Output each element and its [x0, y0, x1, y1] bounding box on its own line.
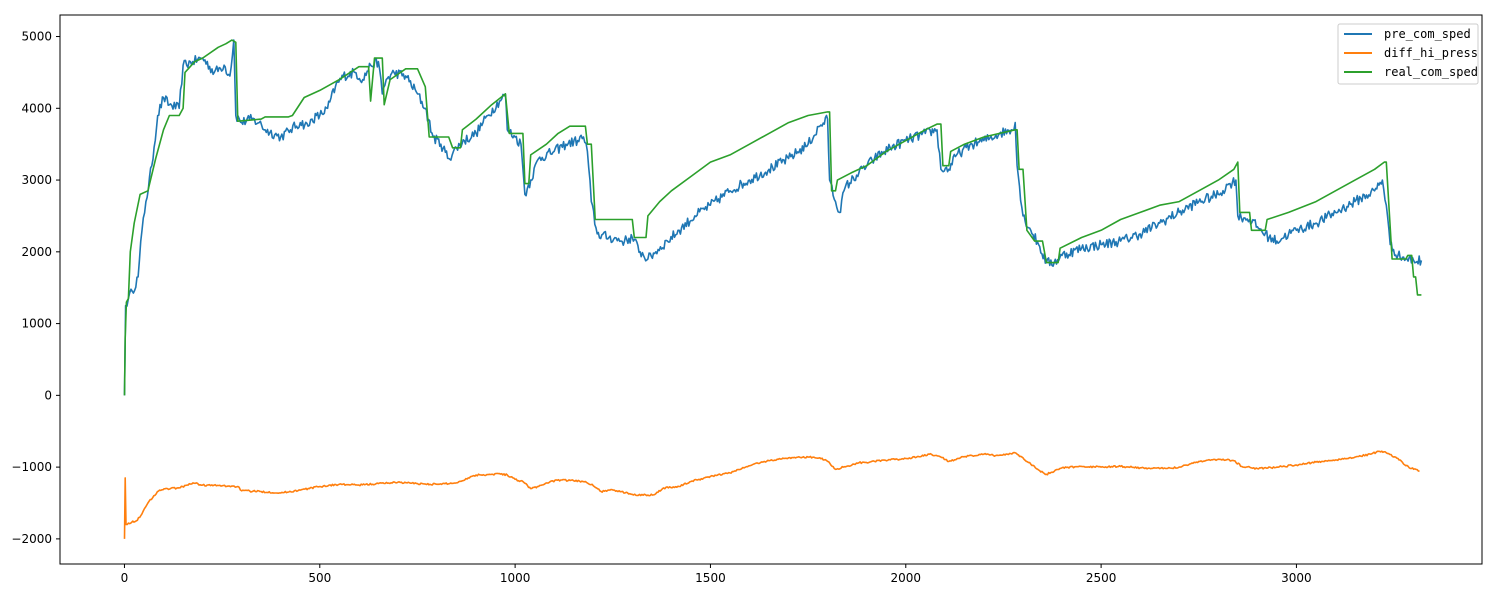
y-tick-label: −1000 [11, 460, 52, 474]
y-tick-label: 3000 [21, 173, 52, 187]
series-line-pre-com-sped [123, 39, 1423, 396]
legend-label-real-com-sped: real_com_sped [1384, 65, 1478, 79]
x-tick-label: 2500 [1086, 571, 1117, 585]
y-tick-label: −2000 [11, 532, 52, 546]
legend: pre_com_sped diff_hi_press real_com_sped [1337, 23, 1479, 85]
y-tick-label: 1000 [21, 317, 52, 331]
x-tick-label: 3000 [1281, 571, 1312, 585]
x-axis: 0 500 1000 1500 2000 2500 3000 [121, 564, 1312, 585]
y-tick-label: 5000 [21, 30, 52, 44]
y-axis: −2000 −1000 0 1000 2000 3000 4000 5000 [11, 30, 60, 546]
series-layer [123, 39, 1423, 539]
y-tick-label: 4000 [21, 101, 52, 115]
x-tick-label: 2000 [891, 571, 922, 585]
x-tick-label: 0 [121, 571, 129, 585]
legend-box [1337, 23, 1479, 85]
y-tick-label: 2000 [21, 245, 52, 259]
x-tick-label: 500 [308, 571, 331, 585]
series-line-diff-hi-press [123, 450, 1420, 539]
plot-frame [59, 14, 1483, 565]
legend-label-diff-hi-press: diff_hi_press [1384, 46, 1478, 60]
series-line-real-com-sped [123, 39, 1422, 396]
legend-label-pre-com-sped: pre_com_sped [1384, 27, 1471, 41]
y-tick-label: 0 [44, 388, 52, 402]
x-tick-label: 1000 [500, 571, 531, 585]
x-tick-label: 1500 [695, 571, 726, 585]
